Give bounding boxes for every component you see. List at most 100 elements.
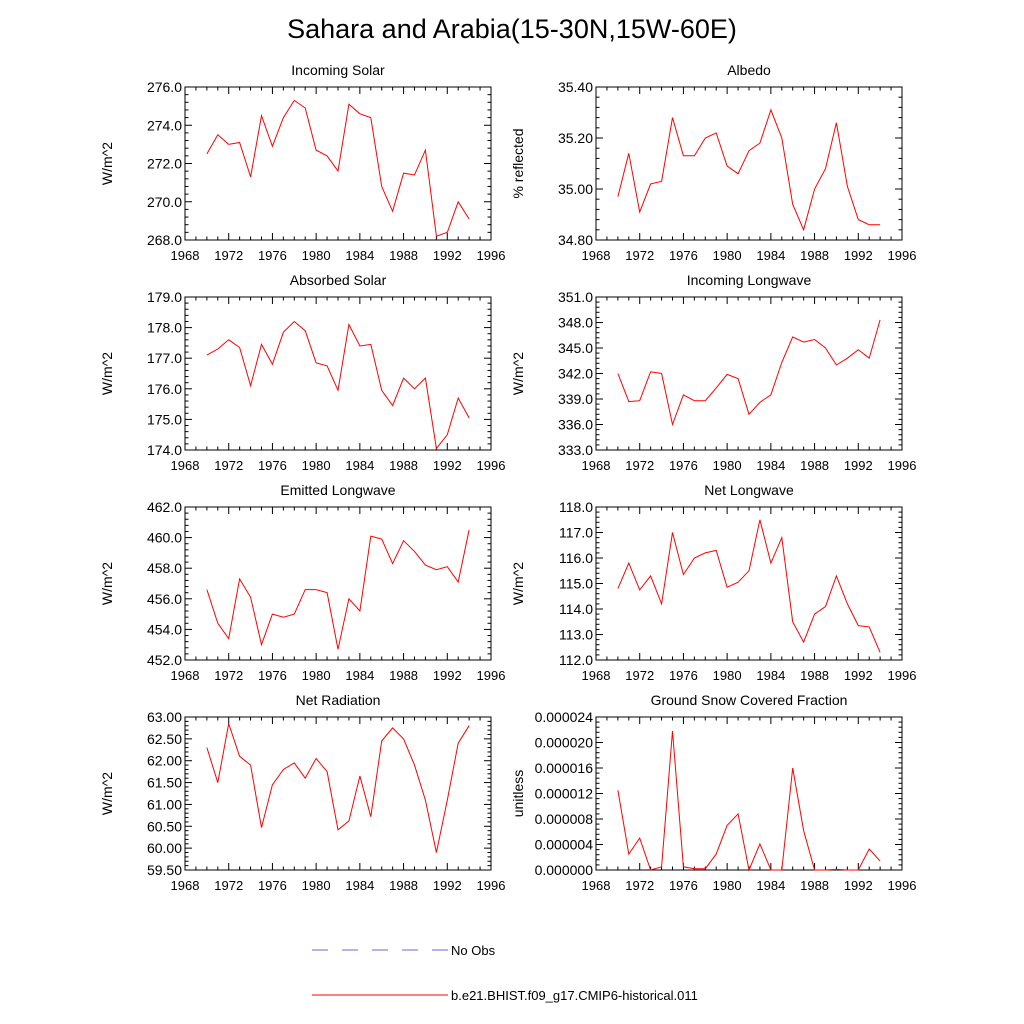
y-tick-label: 342.0 (558, 366, 593, 382)
x-tick-label: 1984 (345, 458, 374, 473)
y-axis-label: W/m^2 (99, 562, 115, 605)
series-line (617, 519, 881, 653)
y-tick-label: 177.0 (147, 350, 182, 366)
panel-5: Emitted Longwave W/m^2 1968 1972 1976 1980 198… (99, 482, 505, 683)
series-line (206, 723, 470, 853)
x-tick-label: 1988 (800, 668, 829, 683)
x-tick-label: 1992 (433, 458, 462, 473)
x-tick-label: 1972 (625, 458, 654, 473)
x-tick-label: 1992 (433, 878, 462, 893)
series-line (617, 319, 881, 427)
x-tick-label: 1992 (433, 668, 462, 683)
y-tick-label: 0.000020 (535, 735, 594, 751)
y-tick-label: 63.00 (147, 709, 182, 725)
x-tick-label: 1996 (888, 458, 917, 473)
panel-title: Incoming Solar (291, 62, 385, 78)
y-tick-label: 0.000016 (535, 760, 594, 776)
x-tick-label: 1972 (625, 248, 654, 263)
panel-4: Incoming Longwave W/m^2 1968 1972 1976 1980 19… (510, 272, 916, 473)
chart-panels: Incoming Solar W/m^2 1968 1972 1976 1980 1984 1… (99, 62, 916, 893)
y-axis-label: W/m^2 (99, 142, 115, 185)
panel-title: Incoming Longwave (687, 272, 812, 288)
x-tick-label: 1976 (669, 668, 698, 683)
x-tick-label: 1972 (214, 878, 243, 893)
x-tick-label: 1996 (888, 248, 917, 263)
y-tick-label: 336.0 (558, 417, 593, 433)
y-tick-label: 272.0 (147, 156, 182, 172)
x-tick-label: 1984 (345, 668, 374, 683)
x-tick-label: 1988 (389, 878, 418, 893)
y-tick-label: 460.0 (147, 530, 182, 546)
x-tick-label: 1972 (214, 248, 243, 263)
y-tick-label: 0.000012 (535, 786, 594, 802)
series-line (617, 730, 881, 872)
panel-7: Net Radiation W/m^2 1968 1972 1976 1980 1984 19… (99, 692, 505, 893)
x-tick-label: 1980 (713, 668, 742, 683)
x-tick-label: 1992 (844, 878, 873, 893)
y-tick-label: 118.0 (559, 499, 593, 515)
y-tick-label: 35.00 (558, 181, 593, 197)
x-tick-label: 1988 (389, 668, 418, 683)
y-tick-label: 35.20 (558, 130, 593, 146)
panel-title: Absorbed Solar (290, 272, 387, 288)
panel-title: Ground Snow Covered Fraction (651, 692, 848, 708)
plot-frame (184, 86, 492, 241)
x-tick-label: 1968 (582, 878, 611, 893)
plot-frame (595, 506, 903, 661)
plot-frame (184, 506, 492, 661)
x-tick-label: 1976 (669, 248, 698, 263)
x-tick-label: 1992 (844, 458, 873, 473)
x-tick-label: 1980 (713, 248, 742, 263)
panel-title: Emitted Longwave (280, 482, 395, 498)
panel-title: Albedo (727, 62, 771, 78)
y-axis-label: unitless (510, 770, 526, 817)
y-tick-label: 115.0 (559, 576, 593, 592)
x-tick-label: 1976 (669, 458, 698, 473)
y-tick-label: 34.80 (558, 232, 593, 248)
y-tick-label: 270.0 (147, 194, 182, 210)
x-tick-label: 1996 (477, 878, 506, 893)
x-tick-label: 1980 (302, 458, 331, 473)
y-tick-label: 456.0 (147, 591, 182, 607)
x-tick-label: 1996 (477, 458, 506, 473)
y-tick-label: 276.0 (147, 79, 182, 95)
x-tick-label: 1968 (582, 248, 611, 263)
x-tick-label: 1976 (669, 878, 698, 893)
x-tick-label: 1988 (389, 458, 418, 473)
panel-2: Albedo % reflected 1968 1972 1976 1980 1984 198… (510, 62, 916, 263)
x-tick-label: 1976 (258, 878, 287, 893)
x-tick-label: 1996 (477, 668, 506, 683)
y-tick-label: 0.000000 (535, 862, 594, 878)
y-tick-label: 62.00 (147, 753, 182, 769)
panel-3: Absorbed Solar W/m^2 1968 1972 1976 1980 1984 1… (99, 272, 505, 473)
y-axis-label: W/m^2 (510, 352, 526, 395)
y-axis-label: W/m^2 (99, 772, 115, 815)
panel-6: Net Longwave W/m^2 1968 1972 1976 1980 1984 198… (510, 482, 916, 683)
y-tick-label: 333.0 (558, 442, 593, 458)
series-line (206, 529, 470, 650)
y-tick-label: 0.000004 (535, 837, 594, 853)
x-tick-label: 1984 (345, 878, 374, 893)
x-tick-label: 1984 (756, 878, 785, 893)
x-tick-label: 1976 (258, 668, 287, 683)
legend: No Obs b.e21.BHIST.f09_g17.CMIP6-histori… (312, 943, 698, 1003)
y-tick-label: 458.0 (147, 560, 182, 576)
x-tick-label: 1988 (800, 458, 829, 473)
y-tick-label: 462.0 (147, 499, 182, 515)
x-tick-label: 1984 (756, 248, 785, 263)
y-tick-label: 339.0 (558, 391, 593, 407)
y-tick-label: 59.50 (147, 862, 182, 878)
y-axis-label: % reflected (510, 128, 526, 198)
panel-1: Incoming Solar W/m^2 1968 1972 1976 1980 1984 1… (99, 62, 505, 263)
x-tick-label: 1984 (345, 248, 374, 263)
y-tick-label: 0.000008 (535, 811, 594, 827)
y-tick-label: 345.0 (558, 340, 593, 356)
legend-obs-label: No Obs (451, 943, 496, 958)
panel-title: Net Radiation (296, 692, 381, 708)
legend-model-label: b.e21.BHIST.f09_g17.CMIP6-historical.011 (451, 988, 698, 1003)
x-tick-label: 1968 (171, 248, 200, 263)
x-tick-label: 1988 (800, 878, 829, 893)
x-tick-label: 1968 (171, 458, 200, 473)
x-tick-label: 1972 (214, 668, 243, 683)
x-tick-label: 1976 (258, 458, 287, 473)
